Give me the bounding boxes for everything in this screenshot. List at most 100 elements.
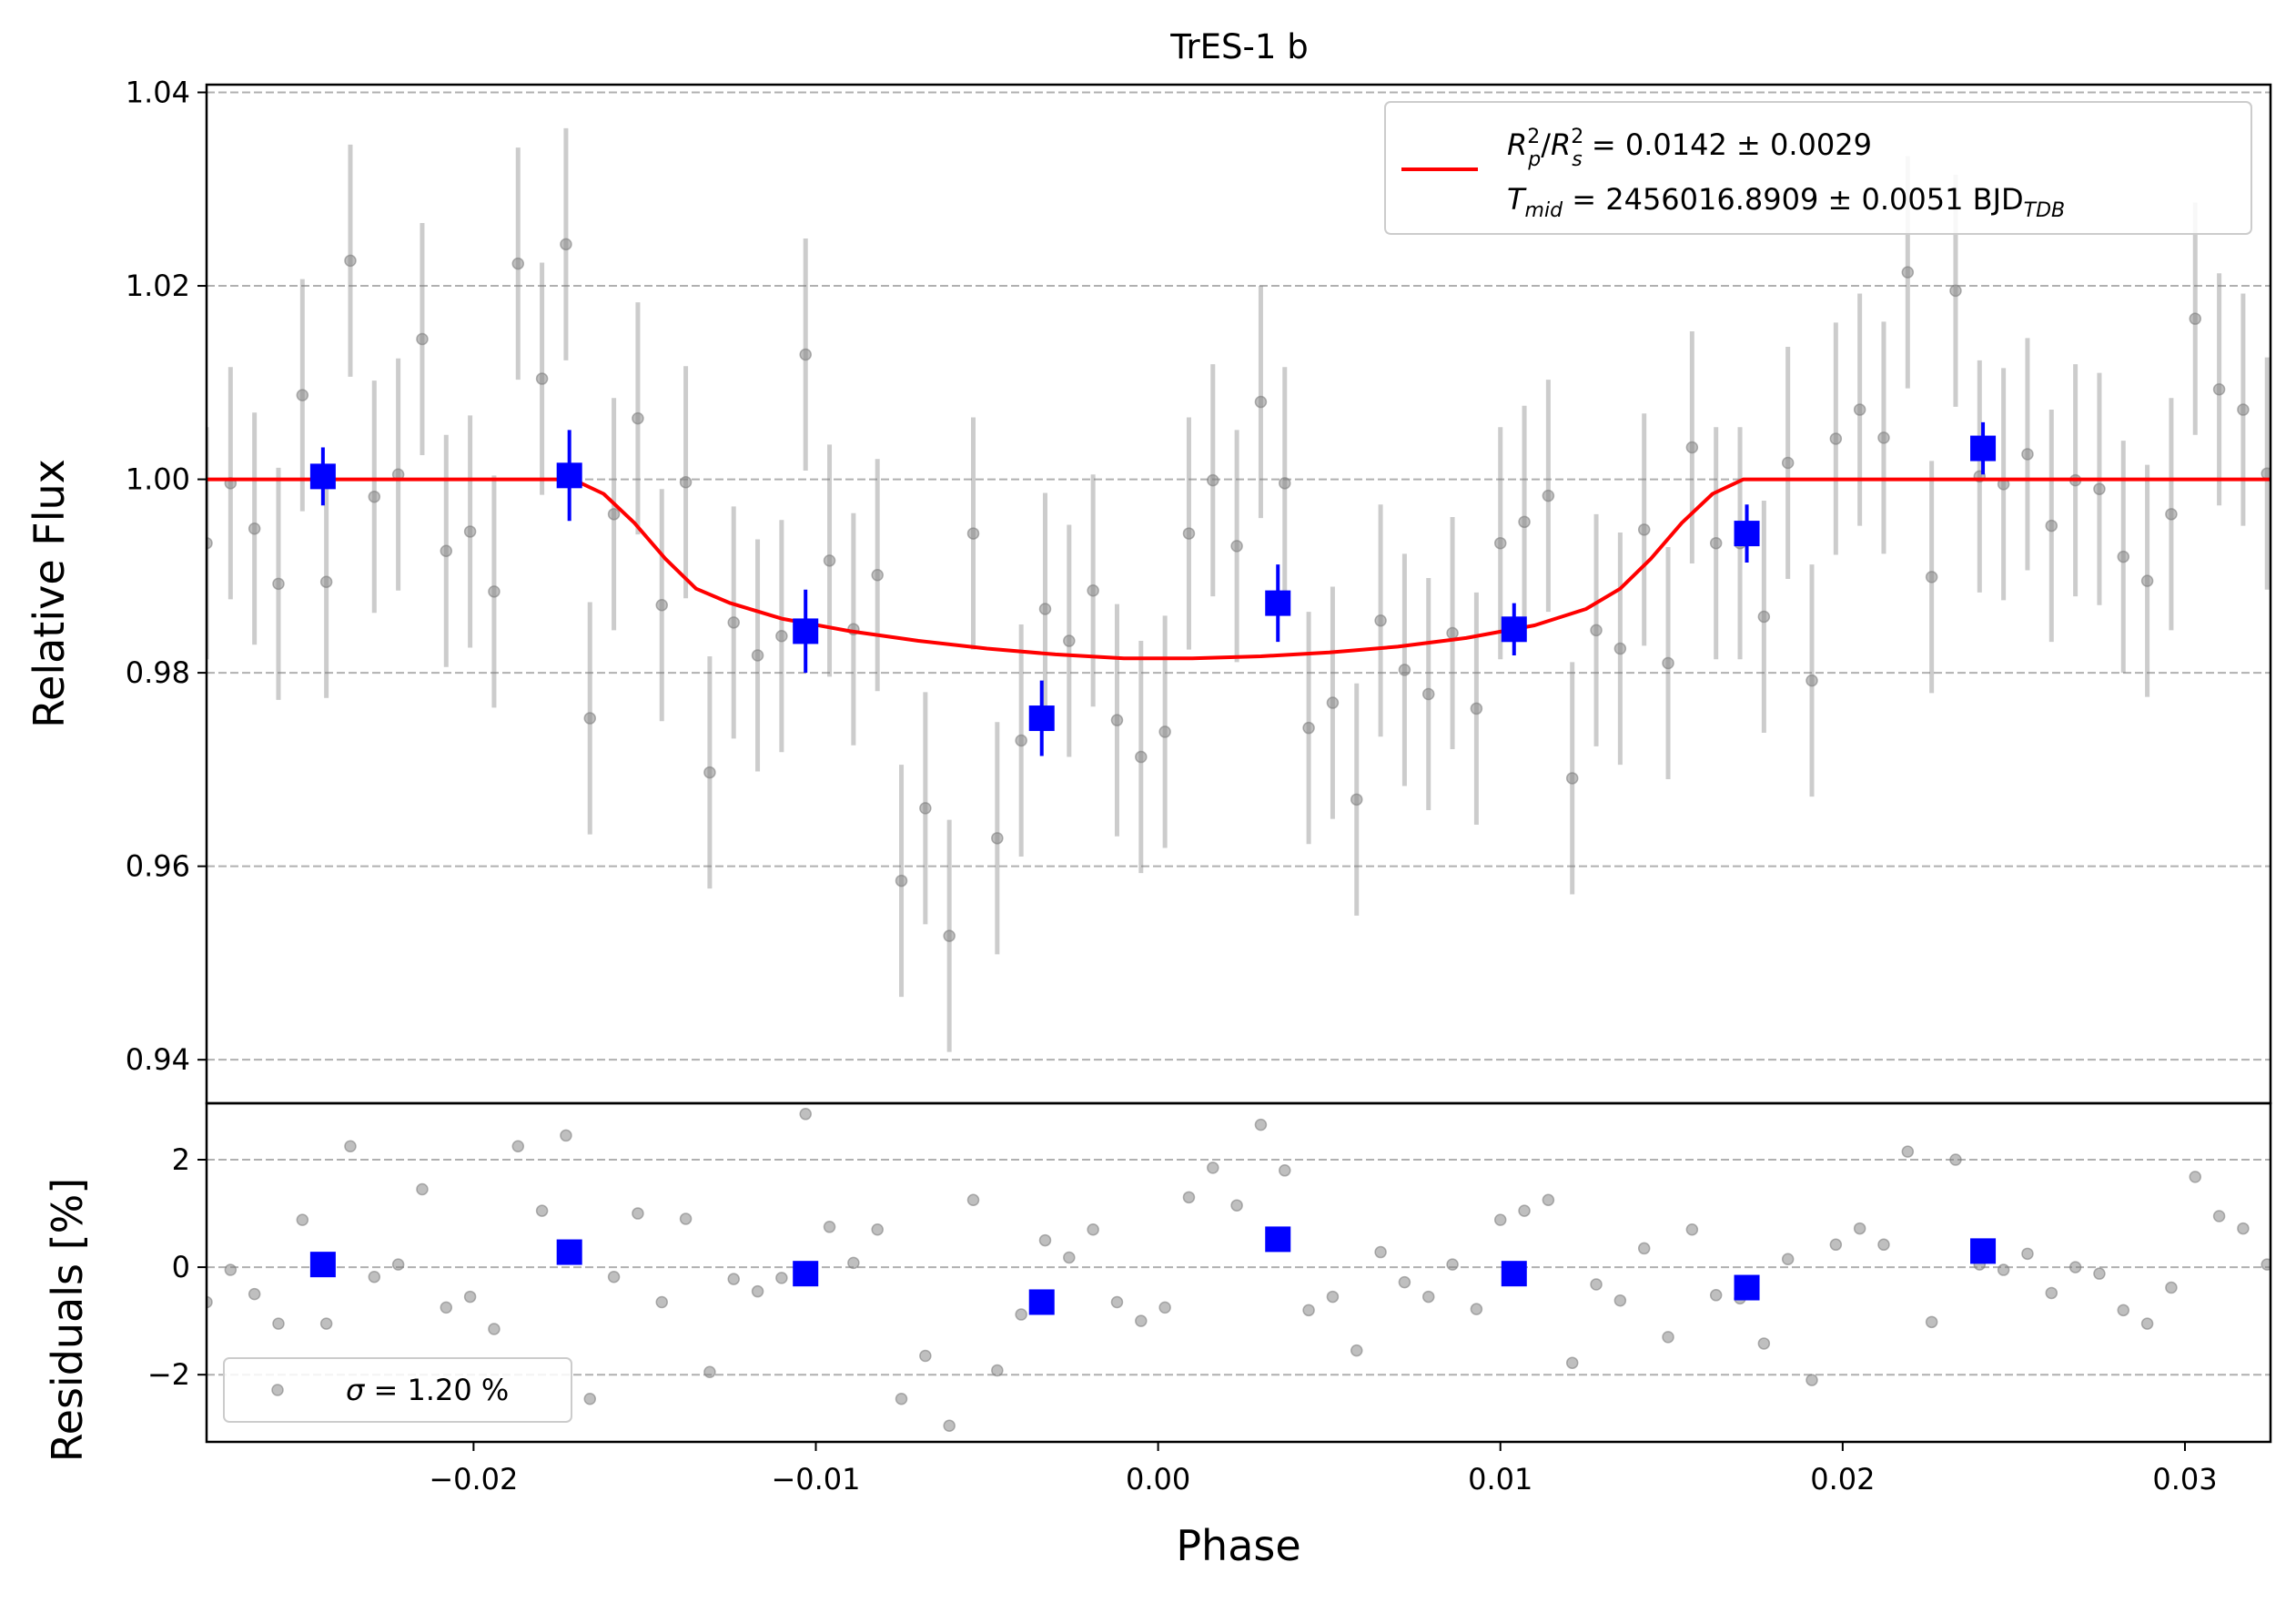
residual-point xyxy=(919,1349,932,1363)
chart-title: TrES-1 b xyxy=(1169,27,1308,66)
residual-point xyxy=(2140,1317,2154,1330)
residual-point xyxy=(1015,1308,1027,1321)
flux-y-tick-label: 1.04 xyxy=(126,76,190,110)
residual-point xyxy=(1877,1238,1890,1252)
data-point xyxy=(583,712,597,725)
residual-point xyxy=(1493,1213,1507,1226)
binned-residual-point xyxy=(556,1239,582,1265)
data-point xyxy=(1757,610,1771,624)
data-point xyxy=(2045,519,2058,533)
data-point xyxy=(775,629,788,643)
data-point xyxy=(2237,403,2250,416)
binned-residual-point xyxy=(793,1261,819,1287)
residual-point xyxy=(1590,1278,1603,1291)
data-point xyxy=(319,575,333,588)
residual-point xyxy=(1997,1263,2010,1276)
residual-point xyxy=(272,1317,285,1330)
x-tick-label: 0.03 xyxy=(2152,1462,2217,1496)
data-point xyxy=(488,585,501,598)
data-point xyxy=(1590,624,1603,637)
residual-point xyxy=(1374,1245,1387,1259)
data-point xyxy=(272,577,285,591)
data-point xyxy=(1087,584,1099,597)
data-point xyxy=(1182,527,1196,540)
residual-point xyxy=(416,1182,429,1196)
data-point xyxy=(1853,403,1866,416)
residual-point xyxy=(703,1365,716,1378)
data-point xyxy=(1493,536,1507,550)
residual-point xyxy=(344,1140,357,1152)
flux-legend-radius-ratio: R2 p/R2 s = 0.0142 ± 0.0029 xyxy=(1507,126,1872,171)
binned-point xyxy=(1734,521,1760,547)
flux-legend-box xyxy=(1384,101,2252,235)
residual-point xyxy=(751,1284,764,1298)
flux-legend-mid-time: Tmid = 2456016.8909 ± 0.0051 BJDTDB xyxy=(1507,182,2065,222)
data-point xyxy=(632,411,644,425)
residual-point xyxy=(1853,1222,1866,1235)
residual-point xyxy=(2093,1267,2106,1280)
residual-point xyxy=(2237,1222,2250,1235)
residual-point xyxy=(1279,1164,1291,1177)
flux-legend: R2 p/R2 s = 0.0142 ± 0.0029 Tmid = 2456016… xyxy=(1384,101,2252,235)
residual-point xyxy=(1230,1199,1243,1212)
data-point xyxy=(655,598,668,612)
residual-point xyxy=(1518,1204,1531,1217)
residual-point xyxy=(1757,1337,1771,1350)
data-point xyxy=(1207,473,1219,487)
binned-point xyxy=(793,618,819,644)
data-point xyxy=(2189,312,2202,325)
data-point xyxy=(895,874,908,888)
x-tick-label: 0.01 xyxy=(1468,1462,1532,1496)
residual-point xyxy=(2045,1286,2058,1300)
residual-point xyxy=(607,1270,621,1283)
data-point xyxy=(2093,482,2106,495)
residual-point xyxy=(296,1213,309,1226)
data-point xyxy=(207,536,213,550)
residual-point xyxy=(655,1295,668,1309)
data-point xyxy=(463,525,477,538)
residual-point xyxy=(632,1207,644,1220)
data-point xyxy=(1637,523,1651,536)
data-point xyxy=(248,522,261,535)
data-point xyxy=(560,238,572,251)
residual-point xyxy=(1662,1331,1674,1344)
data-point xyxy=(679,476,693,489)
data-point xyxy=(1685,441,1699,454)
residual-point xyxy=(727,1273,740,1285)
residual-point xyxy=(1709,1289,1723,1302)
residual-point xyxy=(871,1223,884,1236)
residual-point xyxy=(1925,1315,1938,1329)
residual-point xyxy=(207,1295,213,1309)
residual-point xyxy=(1326,1290,1340,1304)
data-point xyxy=(966,527,980,540)
residual-point xyxy=(966,1193,980,1207)
flux-panel xyxy=(207,127,2271,1052)
residual-point xyxy=(823,1221,836,1233)
residual-y-tick-label: 2 xyxy=(172,1142,190,1177)
residual-point xyxy=(2261,1258,2271,1271)
flux-y-tick-label: 0.98 xyxy=(126,655,190,690)
residual-point xyxy=(991,1364,1004,1377)
data-point xyxy=(1877,431,1890,444)
data-point xyxy=(1015,734,1027,747)
residual-point xyxy=(1350,1344,1363,1357)
residual-panel xyxy=(207,1108,2271,1433)
residual-point xyxy=(799,1108,812,1121)
residual-point xyxy=(1302,1304,1315,1317)
flux-y-tick-label: 1.02 xyxy=(126,269,190,303)
binned-residual-point xyxy=(1501,1261,1527,1287)
data-point xyxy=(823,554,836,567)
residual-point xyxy=(1254,1118,1268,1131)
residual-point xyxy=(679,1212,693,1225)
residual-point xyxy=(560,1129,572,1142)
residual-point xyxy=(1038,1233,1052,1247)
data-point xyxy=(1326,696,1340,709)
data-point xyxy=(368,490,381,503)
data-point xyxy=(1374,614,1387,627)
residual-point xyxy=(1613,1294,1627,1307)
data-point xyxy=(1542,489,1555,502)
residual-point xyxy=(224,1263,238,1276)
x-axis-title: Phase xyxy=(1176,1521,1300,1570)
data-point xyxy=(1110,714,1124,726)
